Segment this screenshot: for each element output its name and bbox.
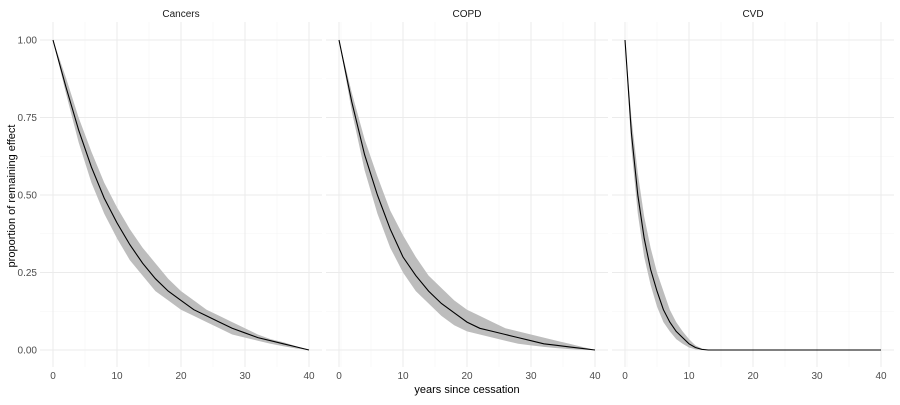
x-tick-label: 40 (875, 371, 887, 382)
x-tick-label: 20 (461, 371, 473, 382)
panel-title: CVD (742, 9, 763, 20)
y-tick-label: 0.75 (18, 113, 38, 124)
x-tick-label: 0 (622, 371, 628, 382)
x-tick-label: 0 (50, 371, 56, 382)
x-tick-label: 40 (589, 371, 601, 382)
x-tick-label: 30 (525, 371, 537, 382)
y-axis-title: proportion of remaining effect (6, 125, 18, 268)
x-tick-label: 30 (239, 371, 251, 382)
panel-title: Cancers (162, 9, 199, 20)
x-tick-label: 30 (811, 371, 823, 382)
x-tick-label: 20 (747, 371, 759, 382)
y-tick-label: 0.50 (18, 191, 38, 202)
panel-cvd: CVD 0 10 20 30 40 (612, 9, 894, 382)
x-tick-label: 10 (111, 371, 123, 382)
x-tick-label: 10 (683, 371, 695, 382)
panel-title: COPD (453, 9, 482, 20)
confidence-ribbon (339, 40, 595, 350)
x-tick-label: 0 (336, 371, 342, 382)
x-tick-label: 20 (175, 371, 187, 382)
x-axis-title: years since cessation (414, 384, 519, 396)
x-tick-label: 10 (397, 371, 409, 382)
panels-layer: Cancers 0 10 20 30 40 0.00 0.25 0.50 0.75 1.00 COPD… (18, 9, 894, 382)
x-tick-label: 40 (303, 371, 315, 382)
confidence-ribbon (53, 40, 309, 350)
y-tick-label: 0.25 (18, 268, 38, 279)
series-line (52, 39, 310, 351)
series-line (338, 39, 596, 351)
panel-cancers: Cancers 0 10 20 30 40 0.00 0.25 0.50 0.75 1.00 (18, 9, 342, 382)
series-line (624, 39, 881, 351)
y-tick-label: 1.00 (18, 36, 38, 47)
y-tick-label: 0.00 (18, 346, 38, 357)
panel-copd: COPD 0 10 20 30 40 (326, 9, 628, 382)
